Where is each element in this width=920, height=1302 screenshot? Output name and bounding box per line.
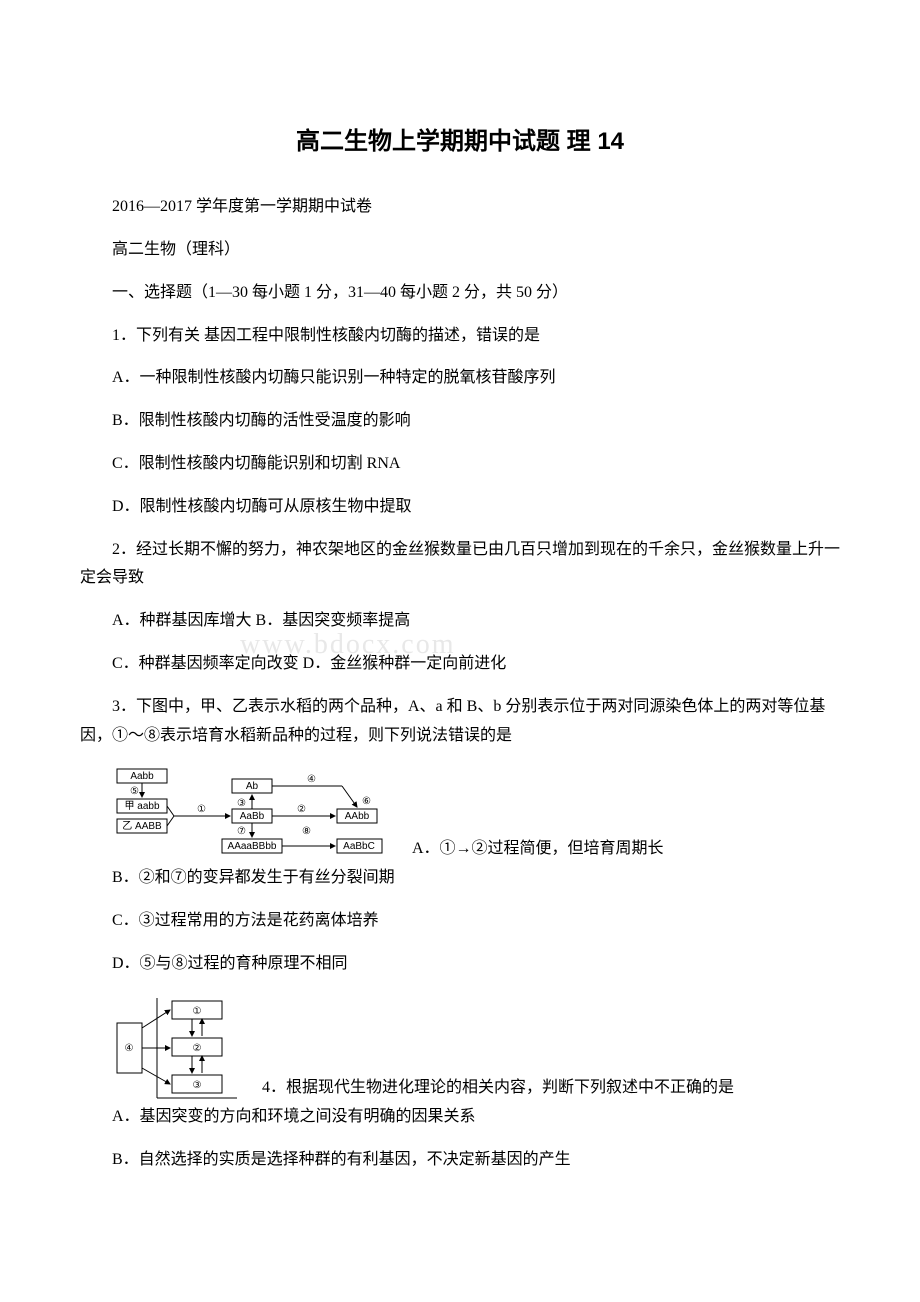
q2-stem: 2．经过长期不懈的努力，神农架地区的金丝猴数量已由几百只增加到现在的千余只，金丝… bbox=[80, 536, 840, 594]
header-line1: 2016—2017 学年度第一学期期中试卷 bbox=[80, 193, 840, 222]
q1-option-c: C．限制性核酸内切酶能识别和切割 RNA bbox=[80, 450, 840, 479]
q1-stem: 1．下列有关 基因工程中限制性核酸内切酶的描述，错误的是 bbox=[80, 322, 840, 351]
q1-option-d: D．限制性核酸内切酶可从原核生物中提取 bbox=[80, 493, 840, 522]
box-jia: 甲 aabb bbox=[124, 801, 159, 812]
q3-option-b: B．②和⑦的变异都发生于有丝分裂间期 bbox=[80, 864, 840, 893]
q2-option-ab: A．种群基因库增大 B．基因突变频率提高 bbox=[80, 607, 840, 636]
breeding-diagram: Aabb 甲 aabb 乙 AABB Ab AaBb AAaaBBbb AAbb… bbox=[112, 764, 840, 864]
page-title: 高二生物上学期期中试题 理 14 bbox=[80, 120, 840, 163]
q3-option-d: D．⑤与⑧过程的育种原理不相同 bbox=[80, 950, 840, 979]
circle-4: ④ bbox=[307, 774, 316, 785]
box-aabbc: AaBbC bbox=[343, 841, 375, 852]
q1-option-a: A．一种限制性核酸内切酶只能识别一种特定的脱氧核苷酸序列 bbox=[80, 364, 840, 393]
circle-1: ① bbox=[197, 804, 206, 815]
evolution-diagram: ① ② ③ ④ 4．根据现代生物进化理论的相关内容，判断下列叙述中不正确的是 bbox=[112, 993, 840, 1103]
box-yi: 乙 AABB bbox=[122, 820, 162, 832]
q3-stem: 3．下图中，甲、乙表示水稻的两个品种，A、a 和 B、b 分别表示位于两对同源染… bbox=[80, 693, 840, 751]
box-aabb-mid: AaBb bbox=[240, 811, 265, 822]
d2-circle-2: ② bbox=[193, 1043, 202, 1054]
circle-7: ⑦ bbox=[237, 826, 246, 837]
q2-option-cd: C．种群基因频率定向改变 D．金丝猴种群一定向前进化 bbox=[80, 650, 840, 679]
circle-6: ⑥ bbox=[362, 796, 371, 807]
section-instruction: 一、选择题（1—30 每小题 1 分，31—40 每小题 2 分，共 50 分） bbox=[80, 279, 840, 308]
q3-option-c: C．③过程常用的方法是花药离体培养 bbox=[80, 907, 840, 936]
circle-3: ③ bbox=[237, 798, 246, 809]
box-aabb-top: Aabb bbox=[130, 771, 154, 782]
circle-2: ② bbox=[297, 804, 306, 815]
d2-circle-3: ③ bbox=[193, 1080, 202, 1091]
q1-option-b: B．限制性核酸内切酶的活性受温度的影响 bbox=[80, 407, 840, 436]
box-ab: Ab bbox=[246, 781, 259, 792]
box-aaaabbbb: AAaaBBbb bbox=[228, 841, 277, 852]
q3-option-a: A．①→②过程简便，但培育周期长 bbox=[412, 841, 664, 858]
circle-8: ⑧ bbox=[302, 826, 311, 837]
q4-stem: 4．根据现代生物进化理论的相关内容，判断下列叙述中不正确的是 bbox=[262, 1079, 734, 1096]
d2-circle-4: ④ bbox=[125, 1043, 134, 1054]
box-aabb-right: AAbb bbox=[345, 811, 370, 822]
header-line2: 高二生物（理科） bbox=[80, 236, 840, 265]
d2-circle-1: ① bbox=[193, 1006, 202, 1017]
q4-option-a: A．基因突变的方向和环境之间没有明确的因果关系 bbox=[80, 1103, 840, 1132]
q4-option-b: B．自然选择的实质是选择种群的有利基因，不决定新基因的产生 bbox=[80, 1146, 840, 1175]
circle-5: ⑤ bbox=[130, 786, 139, 797]
